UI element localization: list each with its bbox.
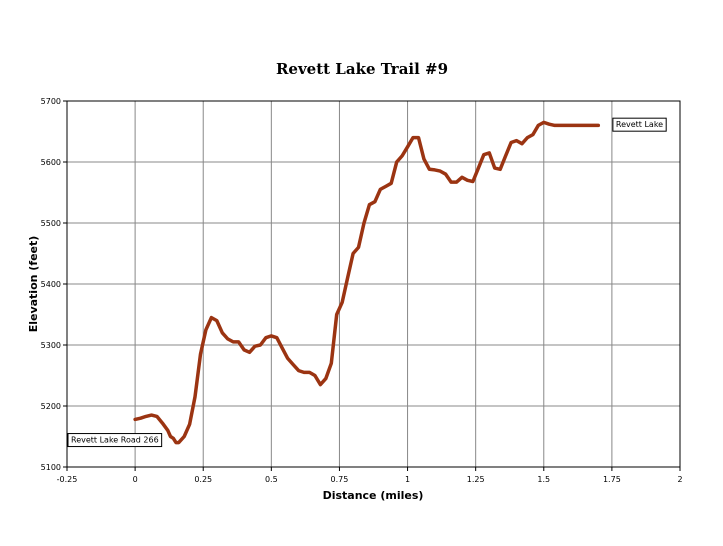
y-tick-label: 5700 [41,97,61,106]
y-tick-label: 5400 [41,280,61,289]
x-tick-label: 1.75 [603,475,621,484]
x-tick-label: 1 [405,475,410,484]
x-tick-label: 0.75 [331,475,349,484]
y-tick-label: 5100 [41,463,61,472]
y-tick-label: 5600 [41,158,61,167]
annotation-frame [612,117,667,132]
series-line-0 [133,120,601,445]
annotation-frame [67,433,163,448]
chart-title: Revett Lake Trail #9 [276,60,448,78]
annotation-box: Revett Lake Road 266 [67,433,163,448]
y-tick-label: 5200 [41,402,61,411]
plot-border [66,100,681,468]
x-tick-label: 1.25 [467,475,485,484]
x-tick-label: -0.25 [57,475,78,484]
x-tick-label: 0 [133,475,138,484]
plot-area: -0.25 0 0.25 0.5 0.75 1 1.25 1.5 1.75 2 5100 5200 53… [41,97,683,484]
annotation-box: Revett Lake [612,117,667,132]
x-axis-label: Distance (miles) [323,489,424,502]
annotation-text: Revett Lake [616,120,663,129]
x-tick-label: 2 [677,475,682,484]
annotation-text: Revett Lake Road 266 [71,436,159,445]
y-axis-label: Elevation (feet) [27,236,40,333]
y-tick-label: 5500 [41,219,61,228]
x-tick-label: 0.25 [194,475,212,484]
y-tick-label: 5300 [41,341,61,350]
x-tick-label: 1.5 [537,475,550,484]
x-tick-label: 0.5 [265,475,278,484]
